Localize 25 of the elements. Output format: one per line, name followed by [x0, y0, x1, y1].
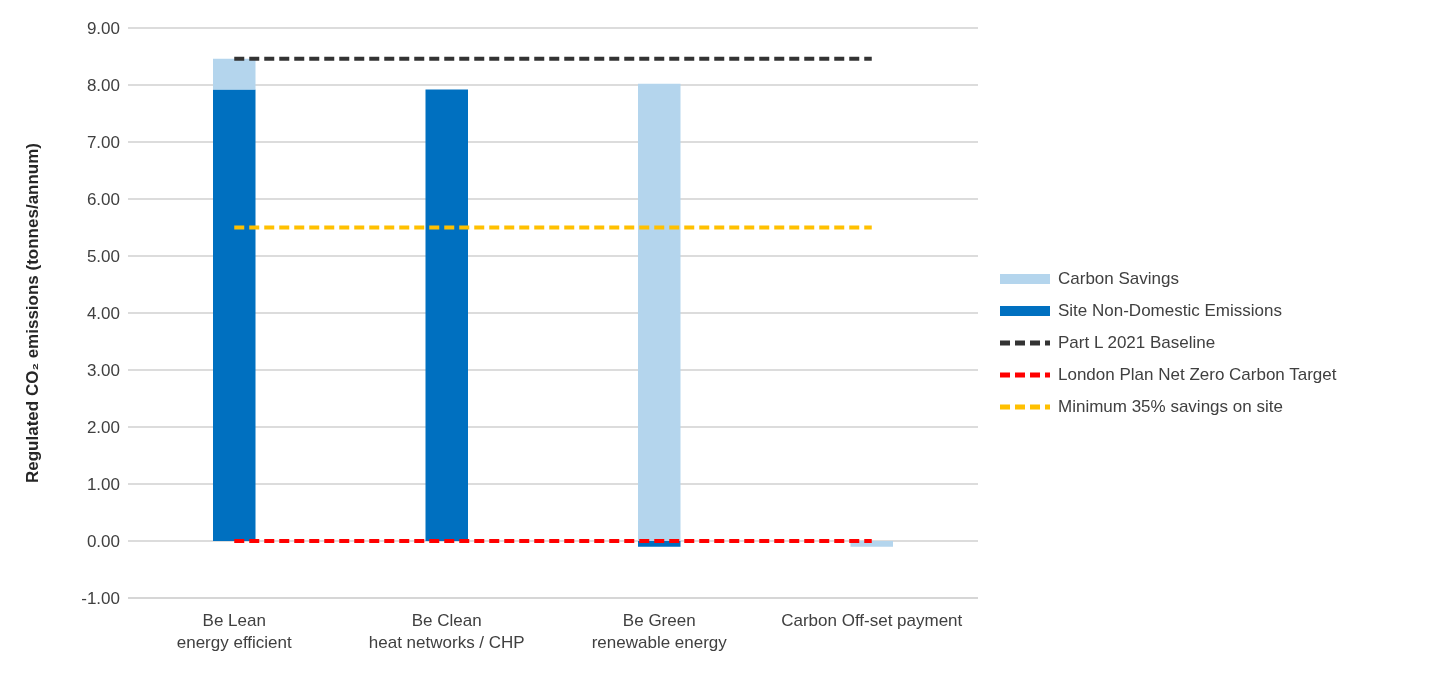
- bar: [213, 58, 256, 90]
- y-tick-label: 4.00: [86, 304, 120, 324]
- legend-label: London Plan Net Zero Carbon Target: [1058, 365, 1337, 385]
- y-tick-label: 8.00: [86, 76, 120, 96]
- y-tick-label: 0.00: [86, 532, 120, 552]
- legend-label: Site Non-Domestic Emissions: [1058, 301, 1282, 321]
- legend-label: Minimum 35% savings on site: [1058, 397, 1283, 417]
- x-tick-label: Be Lean energy efficient: [176, 611, 293, 652]
- x-tick-label: Be Green renewable energy: [591, 611, 728, 652]
- legend-label: Carbon Savings: [1058, 269, 1179, 289]
- bar: [638, 83, 681, 541]
- legend-label: Part L 2021 Baseline: [1058, 333, 1216, 353]
- bar: [213, 89, 256, 541]
- y-tick-label: 5.00: [86, 247, 120, 267]
- bar: [425, 89, 468, 541]
- y-tick-label: 3.00: [86, 361, 120, 381]
- y-tick-label: 9.00: [86, 19, 120, 39]
- x-tick-label: Carbon Off-set payment: [781, 611, 963, 630]
- y-tick-label: 2.00: [86, 418, 120, 438]
- y-tick-label: 7.00: [86, 133, 120, 153]
- y-tick-label: -1.00: [81, 589, 120, 609]
- y-tick-label: 1.00: [86, 475, 120, 495]
- x-tick-label: Be Clean heat networks / CHP: [368, 611, 525, 652]
- y-tick-label: 6.00: [86, 190, 120, 210]
- y-axis-title: Regulated CO₂ emissions (tonnes/annum): [23, 142, 42, 484]
